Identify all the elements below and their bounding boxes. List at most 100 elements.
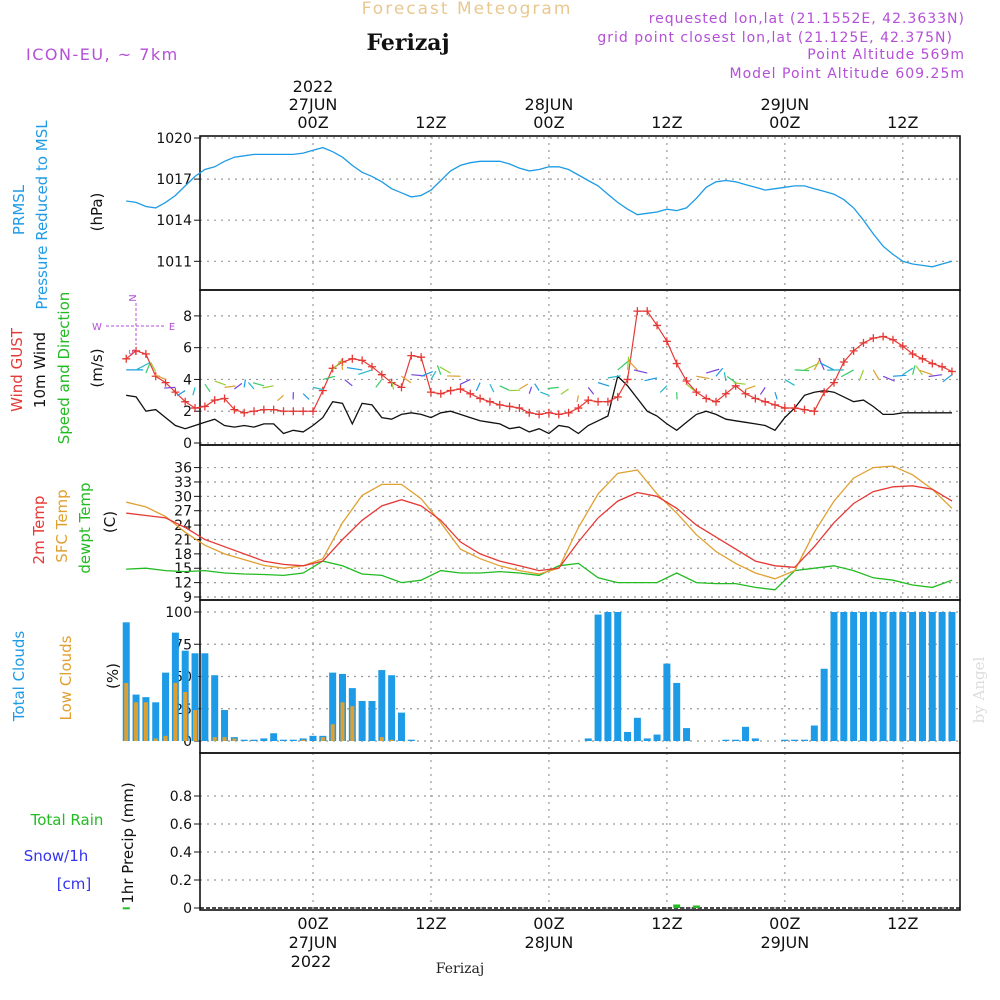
wind-direction-arrow (928, 374, 943, 378)
wind-direction-arrow (401, 375, 412, 384)
total-cloud-bar (211, 675, 219, 741)
total-cloud-bar (624, 731, 632, 741)
gust-point-marker (741, 389, 750, 398)
total-cloud-bar (250, 739, 258, 741)
wind-direction-arrow (420, 371, 433, 377)
rain-bar (673, 904, 681, 908)
total-cloud-bar (221, 710, 229, 741)
y-tick-label: 6 (183, 341, 192, 357)
gust-point-marker (417, 353, 426, 362)
total-cloud-bar (633, 717, 641, 741)
gust-point-marker (309, 407, 317, 416)
wind-speed-line (126, 375, 952, 435)
low-cloud-bar (301, 739, 306, 741)
gust-point-marker (318, 386, 327, 395)
wind-direction-arrow (439, 366, 451, 374)
total-cloud-bar (378, 670, 386, 741)
gust-point-marker (712, 397, 721, 406)
pressure-panel: 1011 1014 1017 1020 (126, 131, 961, 291)
wind-direction-arrow (784, 378, 795, 386)
wind-direction-arrow (233, 382, 243, 390)
low-cloud-bar (222, 737, 227, 741)
wind-label-2: 10m Wind (31, 332, 49, 408)
bottom-hour-label: 00Z (769, 914, 800, 933)
wind-direction-arrow (912, 365, 916, 375)
gust-point-marker (790, 404, 799, 413)
gust-point-marker (181, 397, 190, 406)
gust-point-marker (938, 362, 947, 371)
wind-direction-arrow (696, 375, 710, 380)
gust-point-marker (250, 407, 259, 416)
total-cloud-bar (299, 738, 307, 741)
rain-bar (122, 907, 130, 910)
total-cloud-bar (643, 738, 651, 741)
wind-direction-arrow (902, 367, 914, 376)
bottom-hour-label: 12Z (887, 914, 918, 933)
gust-point-marker (633, 307, 642, 316)
wind-direction-arrow (540, 391, 550, 396)
gust-point-marker (210, 396, 219, 405)
gust-point-marker (200, 402, 209, 411)
low-cloud-bar (330, 724, 335, 741)
panel-frame (199, 752, 961, 911)
gust-point-marker (495, 400, 504, 409)
top-hour-label: 12Z (415, 113, 446, 132)
wind-direction-arrow (224, 385, 236, 388)
wind-direction-arrow (332, 360, 342, 371)
precip-panel: 0 0.2 0.4 0.6 0.8 (122, 752, 961, 917)
total-cloud-bar (810, 725, 818, 741)
low-cloud-bar (350, 706, 355, 741)
gust-point-marker (377, 370, 386, 379)
total-cloud-bar (122, 622, 130, 741)
gust-point-marker (328, 364, 337, 373)
panel-frame (199, 289, 961, 446)
y-tick-label: 12 (174, 576, 192, 592)
wind-direction-arrow (430, 370, 437, 380)
gust-point-marker (584, 396, 593, 405)
total-cloud-bar (368, 701, 376, 741)
gust-point-marker (505, 402, 514, 411)
pressure-labels: PRMSL Pressure Reduced to MSL (hPa) (10, 120, 106, 310)
gust-point-marker (751, 394, 760, 403)
wind-direction-arrow (607, 375, 621, 379)
y-tick-label: 2 (183, 404, 192, 420)
panel-frame (199, 444, 961, 601)
wind-direction-arrow (872, 369, 880, 380)
total-cloud-bar (240, 739, 248, 741)
model-label: ICON-EU, ~ 7km (26, 45, 179, 64)
y-tick-label: 1017 (156, 172, 192, 188)
wind-direction-arrow (819, 362, 835, 371)
top-hour-label: 12Z (651, 113, 682, 132)
gust-point-marker (613, 392, 622, 401)
gust-line (125, 310, 953, 416)
wind-direction-arrow (358, 369, 373, 375)
wind-direction-arrow (597, 382, 610, 387)
total-cloud-bar (938, 612, 946, 741)
gust-point-marker (141, 350, 150, 359)
total-cloud-bar (201, 653, 209, 741)
total-cloud-bar (673, 682, 681, 741)
wind-direction-arrow (346, 367, 363, 371)
rain-label: Total Rain (30, 811, 104, 829)
wind-direction-arrow (176, 390, 186, 397)
gust-point-marker (820, 388, 829, 397)
total-cloud-bar (407, 739, 415, 741)
y-tick-label: 4 (183, 372, 192, 388)
total-cloud-bar (594, 614, 602, 741)
gust-point-marker (898, 342, 907, 351)
bottom-hour-label: 00Z (533, 914, 564, 933)
wind-direction-arrow (587, 387, 595, 395)
wind-direction-arrow (744, 385, 756, 391)
total-cloud-bar (948, 612, 956, 741)
gust-point-marker (358, 356, 367, 365)
top-hour-label: 00Z (533, 113, 564, 132)
snow-unit-label: [cm] (57, 875, 92, 893)
wind-direction-arrow (499, 385, 510, 391)
bottom-year-label: 2022 (291, 952, 332, 971)
low-cloud-bar (173, 682, 178, 741)
snow-label: Snow/1h (24, 847, 89, 865)
gust-point-marker (859, 338, 868, 347)
total-cloud-bar (928, 612, 936, 741)
